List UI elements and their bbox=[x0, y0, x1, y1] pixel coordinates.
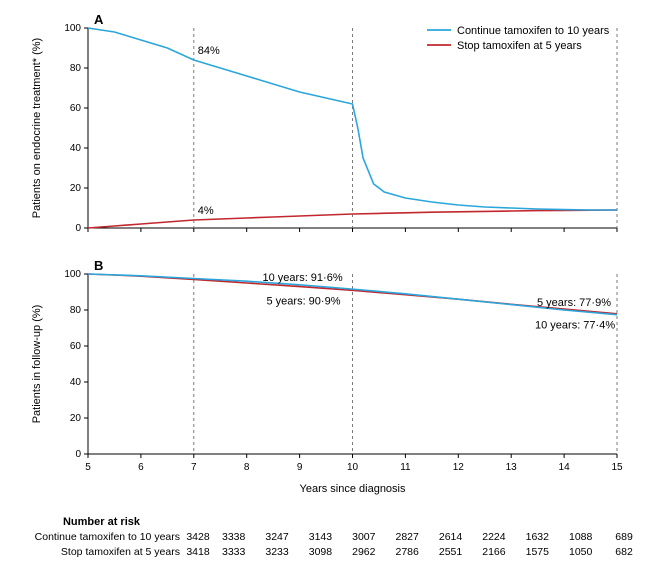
risk-value: 3143 bbox=[299, 530, 342, 544]
panel-label: A bbox=[94, 12, 104, 27]
series-stop bbox=[88, 210, 617, 228]
risk-table-header: Number at risk bbox=[10, 515, 140, 529]
annotation-label: 5 years: 90·9% bbox=[267, 295, 341, 307]
x-tick-label: 11 bbox=[400, 462, 411, 473]
figure-container: A020406080100Patients on endocrine treat… bbox=[10, 10, 635, 559]
x-tick-label: 10 bbox=[347, 462, 359, 473]
y-tick-label: 20 bbox=[70, 413, 82, 424]
y-tick-label: 40 bbox=[70, 377, 82, 388]
x-tick-label: 9 bbox=[297, 462, 303, 473]
risk-value: 2614 bbox=[429, 530, 472, 544]
y-axis-label: Patients in follow-up (%) bbox=[31, 305, 43, 424]
risk-value: 3247 bbox=[255, 530, 298, 544]
risk-value: 3098 bbox=[299, 545, 342, 559]
risk-value: 2224 bbox=[472, 530, 515, 544]
x-tick-label: 7 bbox=[191, 462, 197, 473]
annotation-label: 5 years: 77·9% bbox=[537, 297, 611, 309]
risk-value: 2166 bbox=[472, 545, 515, 559]
x-tick-label: 8 bbox=[244, 462, 250, 473]
risk-value: 3418 bbox=[184, 545, 212, 559]
risk-value: 1088 bbox=[559, 530, 602, 544]
risk-value: 1050 bbox=[559, 545, 602, 559]
risk-value: 682 bbox=[602, 545, 645, 559]
risk-value: 3233 bbox=[255, 545, 298, 559]
y-tick-label: 80 bbox=[70, 305, 82, 316]
y-tick-label: 80 bbox=[70, 63, 82, 74]
risk-value: 689 bbox=[602, 530, 645, 544]
annotation-label: 10 years: 77·4% bbox=[535, 320, 615, 332]
y-axis-label: Patients on endocrine treatment* (%) bbox=[31, 38, 43, 218]
x-tick-label: 6 bbox=[138, 462, 144, 473]
y-tick-label: 60 bbox=[70, 341, 82, 352]
x-tick-label: 15 bbox=[611, 462, 623, 473]
risk-value: 3338 bbox=[212, 530, 255, 544]
legend-label: Continue tamoxifen to 10 years bbox=[457, 25, 610, 37]
x-axis-label: Years since diagnosis bbox=[300, 483, 406, 495]
y-tick-label: 100 bbox=[64, 269, 81, 280]
panel-label: B bbox=[94, 258, 103, 273]
risk-value: 2962 bbox=[342, 545, 385, 559]
x-tick-label: 12 bbox=[453, 462, 465, 473]
x-tick-label: 13 bbox=[506, 462, 518, 473]
risk-value: 3333 bbox=[212, 545, 255, 559]
y-tick-label: 60 bbox=[70, 103, 82, 114]
annotation-label: 10 years: 91·6% bbox=[263, 272, 343, 284]
risk-row-label: Continue tamoxifen to 10 years bbox=[10, 530, 184, 544]
number-at-risk-table: Number at riskContinue tamoxifen to 10 y… bbox=[10, 514, 635, 559]
y-tick-label: 20 bbox=[70, 183, 82, 194]
legend-label: Stop tamoxifen at 5 years bbox=[457, 40, 582, 52]
risk-value: 2551 bbox=[429, 545, 472, 559]
risk-value: 3428 bbox=[184, 530, 212, 544]
x-tick-label: 14 bbox=[559, 462, 571, 473]
annotation-label: 84% bbox=[198, 45, 220, 57]
risk-value: 2827 bbox=[386, 530, 429, 544]
chart-svg: A020406080100Patients on endocrine treat… bbox=[10, 10, 635, 510]
y-tick-label: 0 bbox=[75, 223, 81, 234]
risk-value: 1632 bbox=[516, 530, 559, 544]
risk-value: 1575 bbox=[516, 545, 559, 559]
risk-row-label: Stop tamoxifen at 5 years bbox=[10, 545, 184, 559]
annotation-label: 4% bbox=[198, 205, 214, 217]
x-tick-label: 5 bbox=[85, 462, 91, 473]
risk-value: 2786 bbox=[386, 545, 429, 559]
y-tick-label: 0 bbox=[75, 449, 81, 460]
y-tick-label: 100 bbox=[64, 23, 81, 34]
risk-value: 3007 bbox=[342, 530, 385, 544]
y-tick-label: 40 bbox=[70, 143, 82, 154]
